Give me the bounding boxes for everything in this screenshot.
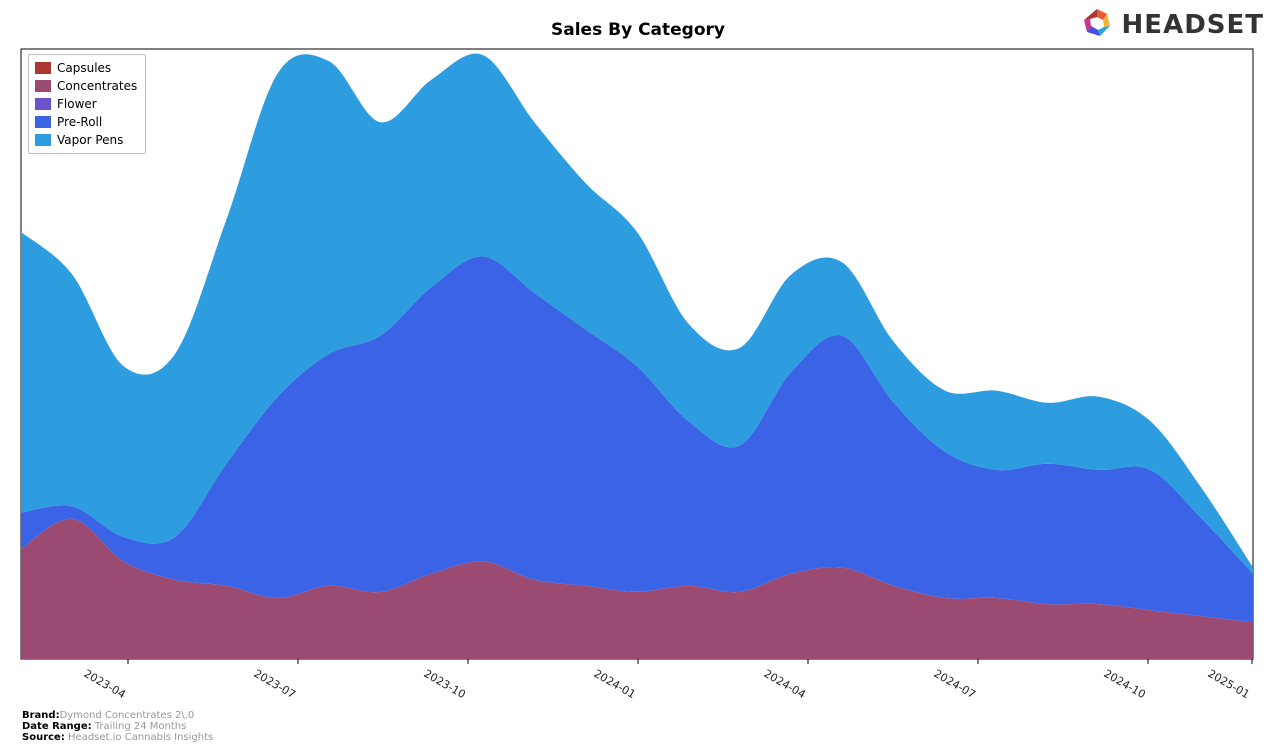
legend-swatch bbox=[35, 80, 51, 92]
footer-brand-label: Brand: bbox=[22, 710, 60, 721]
legend-swatch bbox=[35, 62, 51, 74]
legend-label: Capsules bbox=[57, 59, 111, 77]
legend-label: Vapor Pens bbox=[57, 131, 123, 149]
legend-label: Pre-Roll bbox=[57, 113, 102, 131]
headset-logo-text: HEADSET bbox=[1122, 10, 1264, 40]
legend-swatch bbox=[35, 134, 51, 146]
legend-item-flower: Flower bbox=[35, 95, 137, 113]
legend-label: Concentrates bbox=[57, 77, 137, 95]
chart-area bbox=[20, 48, 1254, 692]
legend-item-vapor: Vapor Pens bbox=[35, 131, 137, 149]
legend-item-concentrates: Concentrates bbox=[35, 77, 137, 95]
footer-date-value: Trailing 24 Months bbox=[95, 721, 187, 732]
legend-label: Flower bbox=[57, 95, 97, 113]
stacked-area-chart bbox=[20, 48, 1254, 688]
footer-source-value: Headset.io Cannabis Insights bbox=[68, 732, 213, 743]
legend: CapsulesConcentratesFlowerPre-RollVapor … bbox=[28, 54, 146, 154]
chart-footer: Brand:Dymond Concentrates 2\.0 Date Rang… bbox=[22, 710, 213, 743]
headset-logo: HEADSET bbox=[1080, 6, 1264, 44]
legend-item-preroll: Pre-Roll bbox=[35, 113, 137, 131]
legend-swatch bbox=[35, 116, 51, 128]
legend-item-capsules: Capsules bbox=[35, 59, 137, 77]
footer-brand-value: Dymond Concentrates 2\.0 bbox=[60, 710, 195, 721]
legend-swatch bbox=[35, 98, 51, 110]
footer-source-label: Source: bbox=[22, 732, 65, 743]
footer-date-label: Date Range: bbox=[22, 721, 92, 732]
headset-logo-icon bbox=[1080, 6, 1114, 44]
